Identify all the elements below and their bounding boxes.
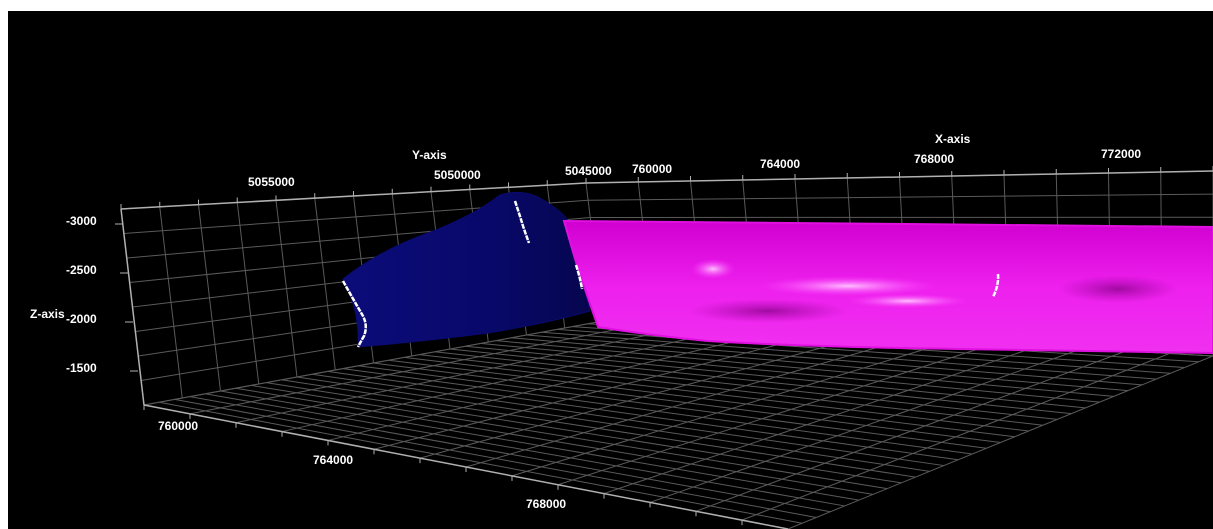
x-tick-label: 772000: [1101, 147, 1141, 161]
grid-line: [511, 337, 1129, 392]
grid-line: [388, 359, 1015, 438]
grid-line: [588, 193, 1213, 201]
surface-magenta-shadow: [1058, 275, 1178, 303]
grid-line: [434, 351, 1058, 420]
grid-line: [189, 396, 831, 513]
3d-scene[interactable]: -3000 -2500 -2000 -1500 Z-axis 5055000 5…: [8, 11, 1213, 529]
grid-line: [419, 354, 1044, 426]
grid-line: [296, 376, 930, 472]
well-trace: [991, 273, 1000, 298]
grid-line: [480, 342, 1100, 403]
grid-line: [281, 379, 916, 478]
grid-line: [404, 356, 1029, 432]
grid-line: [465, 345, 1086, 409]
grid-line: [174, 398, 817, 518]
grid-line: [449, 348, 1072, 415]
grid-line: [266, 382, 902, 484]
grid-line: [312, 373, 944, 467]
z-tick-label: -1500: [66, 361, 97, 375]
grid-line: [557, 328, 1171, 374]
surface-magenta-highlight: [691, 259, 735, 279]
x-axis-title: X-axis: [935, 132, 971, 146]
grid-line: [251, 384, 888, 490]
surface-magenta-highlight: [758, 276, 938, 296]
y-axis-title: Y-axis: [412, 148, 447, 162]
axis-labels: -3000 -2500 -2000 -1500 Z-axis 5055000 5…: [30, 132, 1141, 511]
grid-line: [342, 368, 973, 455]
x-tick-label: 760000: [632, 162, 672, 176]
z-axis-title: Z-axis: [30, 307, 65, 321]
surface-magenta: [562, 219, 1213, 355]
y-tick-label: 5050000: [434, 168, 481, 182]
x-tick-label: 768000: [914, 152, 954, 166]
grid-line: [205, 393, 845, 507]
surface-blue: [342, 191, 591, 348]
surface-magenta-shadow: [688, 299, 848, 323]
floor-x-tick-label: 760000: [158, 419, 198, 433]
z-tick-label: -3000: [66, 214, 97, 228]
well-trace: [574, 264, 584, 290]
y-tick-label: 5045000: [565, 164, 612, 178]
well-trace: [513, 200, 531, 244]
well-traces: [341, 200, 1000, 348]
grid-line: [327, 370, 959, 461]
z-tick-label: -2500: [66, 263, 97, 277]
z-axis-line: [120, 208, 145, 406]
floor-x-tick-label: 768000: [526, 497, 566, 511]
grid-line: [220, 390, 859, 501]
surface-blue-body: [342, 191, 591, 348]
grid-line: [159, 401, 803, 524]
x-tick-label: 764000: [760, 157, 800, 171]
grid-line: [526, 334, 1143, 386]
grid-line: [495, 340, 1114, 397]
grid-line: [373, 362, 1001, 443]
floor-grid: [143, 320, 1213, 529]
y-tick-label: 5055000: [248, 175, 295, 189]
grid-line: [541, 331, 1157, 380]
grid-line: [358, 365, 987, 449]
grid-line: [235, 387, 874, 495]
well-trace: [341, 280, 367, 348]
surface-magenta-highlight: [848, 294, 968, 308]
z-tick-label: -2000: [66, 312, 97, 326]
axis-lines: [115, 166, 1213, 529]
floor-x-tick-label: 764000: [313, 453, 353, 467]
3d-viewport[interactable]: -3000 -2500 -2000 -1500 Z-axis 5055000 5…: [8, 11, 1213, 529]
